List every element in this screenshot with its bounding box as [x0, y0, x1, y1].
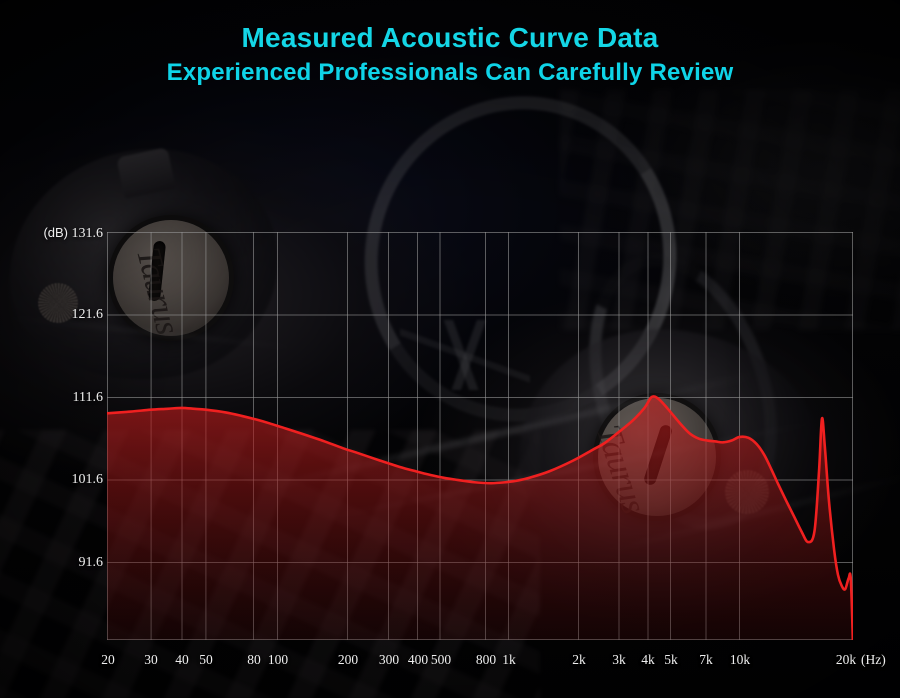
x-axis-tick-200: 200 [337, 652, 359, 667]
x-axis-tick-7k: 7k [699, 652, 713, 667]
x-axis-tick-100: 100 [267, 652, 289, 667]
y-axis-tick-3: 101.6 [71, 472, 104, 487]
page-subtitle: Experienced Professionals Can Carefully … [166, 59, 734, 86]
x-axis-tick-2k: 2k [572, 652, 586, 667]
x-axis-tick-1k: 1k [502, 652, 516, 667]
heading-block: Measured Acoustic Curve Data Experienced… [0, 20, 900, 89]
x-axis-tick-5k: 5k [664, 652, 678, 667]
x-axis-tick-500: 500 [430, 652, 452, 667]
y-axis-tick-1: 121.6 [71, 307, 104, 322]
x-axis-tick-10k: 10k [729, 652, 751, 667]
page-title: Measured Acoustic Curve Data [241, 22, 659, 53]
x-axis-tick-20: 20 [101, 652, 115, 667]
y-axis-tick-4: 91.6 [78, 555, 104, 570]
curve-fill-area [107, 396, 853, 640]
x-axis-unit-label: (Hz) [861, 652, 886, 667]
plot-area [107, 395, 853, 640]
x-axis-tick-50: 50 [199, 652, 213, 667]
y-axis-tick-label-0: 131.6 [71, 226, 104, 241]
y-axis-tick-2: 111.6 [72, 390, 103, 405]
y-axis-unit-label: (dB) [43, 225, 68, 240]
y-axis-unit-and-tick-0: (dB) 131.6 [28, 225, 103, 242]
x-axis-tick-20k: 20k [835, 652, 857, 667]
